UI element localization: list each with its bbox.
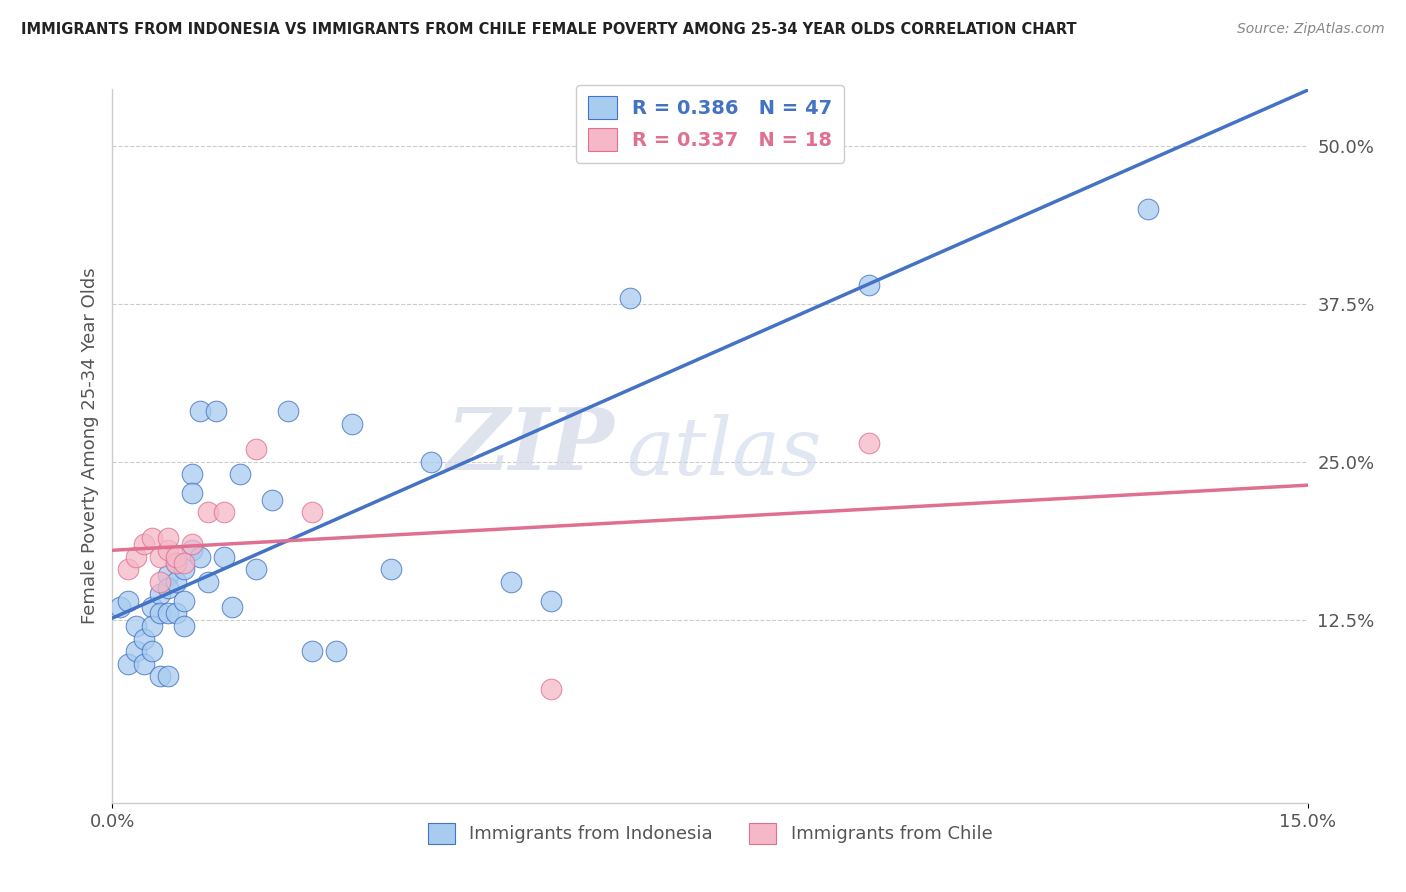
Text: Source: ZipAtlas.com: Source: ZipAtlas.com [1237,22,1385,37]
Point [340,417,363,431]
Point [165,607,187,621]
Text: ZIP: ZIP [447,404,614,488]
Point [325,644,347,658]
Point [117,562,139,576]
Point [149,607,172,621]
Point [157,531,180,545]
Point [134,537,156,551]
Point [157,543,180,558]
Point [141,619,163,633]
Point [165,556,187,570]
Point [205,404,228,418]
Point [301,505,323,519]
Point [858,277,880,292]
Point [134,657,156,671]
Point [229,467,252,482]
Point [173,619,195,633]
Point [157,568,180,582]
Point [1137,202,1160,217]
Point [420,455,443,469]
Point [188,404,211,418]
Point [380,562,402,576]
Text: atlas: atlas [627,415,821,491]
Y-axis label: Female Poverty Among 25-34 Year Olds: Female Poverty Among 25-34 Year Olds [80,268,98,624]
Point [540,682,562,697]
Point [149,669,172,683]
Point [149,574,172,589]
Point [173,562,195,576]
Point [149,587,172,601]
Point [157,607,180,621]
Point [134,632,156,646]
Point [173,593,195,607]
Point [181,543,204,558]
Point [125,549,148,564]
Point [157,669,180,683]
Point [125,619,148,633]
Point [181,467,204,482]
Point [221,600,243,615]
Point [149,549,172,564]
Point [499,574,522,589]
Point [141,644,163,658]
Point [141,600,163,615]
Point [197,505,219,519]
Point [188,549,211,564]
Point [110,600,132,615]
Point [779,139,801,153]
Point [260,492,283,507]
Point [212,549,235,564]
Point [165,556,187,570]
Point [245,562,267,576]
Point [301,644,323,658]
Legend: Immigrants from Indonesia, Immigrants from Chile: Immigrants from Indonesia, Immigrants fr… [420,815,1000,851]
Point [117,657,139,671]
Point [619,291,641,305]
Point [117,593,139,607]
Point [141,531,163,545]
Point [197,574,219,589]
Point [277,404,299,418]
Point [181,486,204,500]
Point [858,435,880,450]
Point [125,644,148,658]
Point [173,556,195,570]
Point [157,581,180,595]
Point [212,505,235,519]
Text: IMMIGRANTS FROM INDONESIA VS IMMIGRANTS FROM CHILE FEMALE POVERTY AMONG 25-34 YE: IMMIGRANTS FROM INDONESIA VS IMMIGRANTS … [21,22,1077,37]
Point [165,549,187,564]
Point [165,574,187,589]
Point [540,593,562,607]
Point [245,442,267,457]
Point [181,537,204,551]
